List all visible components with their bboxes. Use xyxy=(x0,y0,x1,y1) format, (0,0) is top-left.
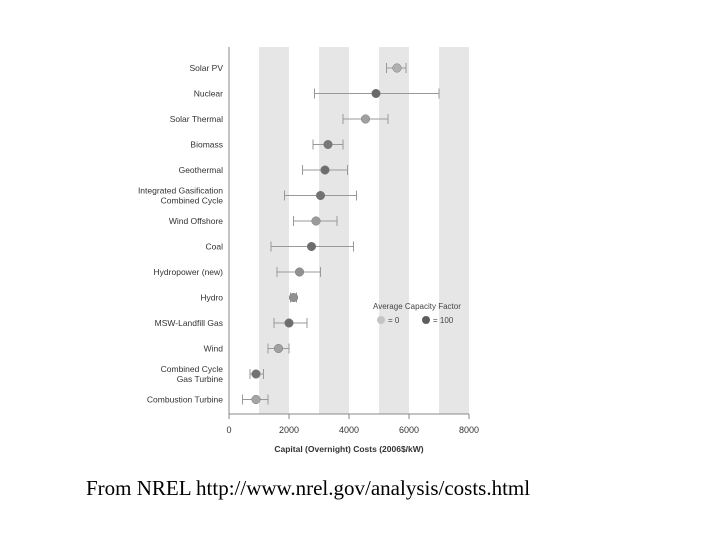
data-row: Nuclear xyxy=(194,88,440,99)
mean-point xyxy=(251,394,261,405)
grid-band xyxy=(319,47,349,414)
mean-point xyxy=(251,369,261,379)
grid-band xyxy=(439,47,469,414)
capital-cost-chart: Solar PV Nuclear Solar Thermal Biomass Geoth… xyxy=(138,47,479,454)
data-row: Hydropower (new) xyxy=(154,267,321,277)
legend-title: Average Capacity Factor xyxy=(373,302,461,311)
x-tick-label: 2000 xyxy=(279,425,299,435)
data-row: Solar PV xyxy=(189,63,407,73)
category-label: MSW-Landfill Gas xyxy=(155,318,223,328)
mean-point xyxy=(360,114,371,124)
category-label: Hydro xyxy=(200,293,223,303)
mean-point xyxy=(306,241,317,252)
category-label: Coal xyxy=(206,242,224,252)
mean-point xyxy=(315,190,326,201)
legend-label-light: = 0 xyxy=(388,316,400,325)
x-tick-label: 0 xyxy=(226,425,231,435)
category-label: Combined Cycle xyxy=(161,196,224,206)
category-label: Hydropower (new) xyxy=(154,267,224,277)
x-axis-title: Capital (Overnight) Costs (2006$/kW) xyxy=(274,444,423,454)
mean-point xyxy=(288,292,299,303)
data-row: Geothermal xyxy=(179,165,348,175)
data-row: Solar Thermal xyxy=(170,114,389,124)
legend-swatch-dark xyxy=(422,316,430,324)
data-rows: Solar PV Nuclear Solar Thermal Biomass Geoth… xyxy=(138,63,440,405)
x-ticks: 0 2000 4000 6000 8000 xyxy=(226,414,479,435)
legend-label-dark: = 100 xyxy=(433,316,454,325)
category-label: Wind xyxy=(204,344,224,354)
mean-point xyxy=(320,165,330,175)
category-label: Combustion Turbine xyxy=(147,395,223,405)
category-label: Gas Turbine xyxy=(177,374,224,384)
data-row: Wind Offshore xyxy=(169,216,338,226)
data-row: MSW-Landfill Gas xyxy=(155,318,308,328)
mean-point xyxy=(294,267,305,277)
data-row: Biomass xyxy=(190,139,344,150)
data-row: Coal xyxy=(206,241,354,252)
mean-point xyxy=(273,343,284,354)
legend-swatch-light xyxy=(377,316,385,324)
mean-point xyxy=(284,318,294,328)
x-tick-label: 6000 xyxy=(399,425,419,435)
category-label: Solar PV xyxy=(189,63,223,73)
category-label: Geothermal xyxy=(179,165,224,175)
category-label: Combined Cycle xyxy=(161,364,224,374)
grid-band xyxy=(379,47,409,414)
grid-band xyxy=(259,47,289,414)
mean-point xyxy=(371,88,381,99)
category-label: Solar Thermal xyxy=(170,114,223,124)
source-caption: From NREL http://www.nrel.gov/analysis/c… xyxy=(86,476,531,500)
data-row: Hydro xyxy=(200,292,299,303)
mean-point xyxy=(392,63,402,73)
background-bands xyxy=(259,47,469,414)
category-label: Wind Offshore xyxy=(169,216,223,226)
category-label: Nuclear xyxy=(194,89,223,99)
x-tick-label: 8000 xyxy=(459,425,479,435)
category-label: Biomass xyxy=(190,140,223,150)
mean-point xyxy=(311,216,321,226)
mean-point xyxy=(323,139,333,150)
x-tick-label: 4000 xyxy=(339,425,359,435)
legend: Average Capacity Factor = 0 = 100 xyxy=(373,302,461,325)
category-label: Integrated Gasification xyxy=(138,186,223,196)
data-row: Wind xyxy=(204,343,290,354)
data-row: Combustion Turbine xyxy=(147,394,269,405)
